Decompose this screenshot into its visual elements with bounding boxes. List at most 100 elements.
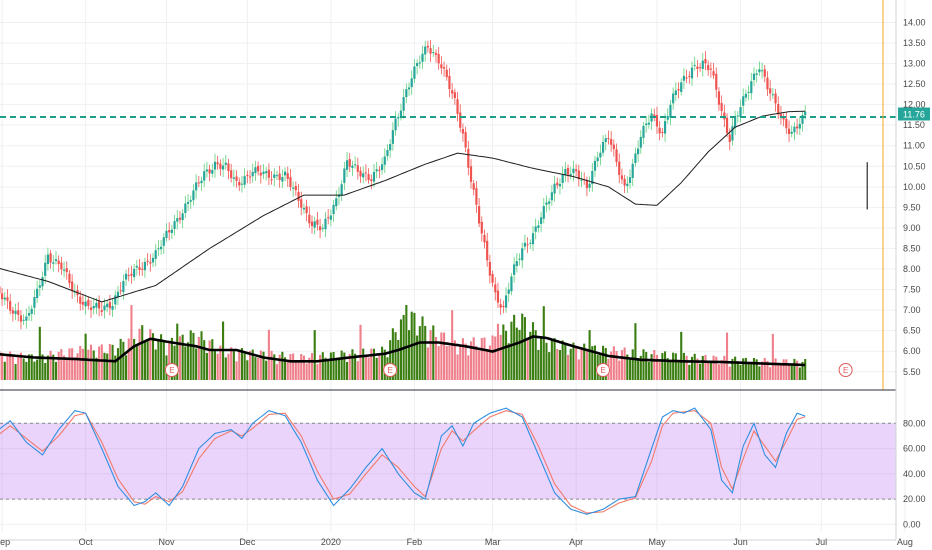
candle-body: [453, 92, 456, 98]
candle-body: [165, 230, 168, 239]
price-tick-label: 13.00: [903, 59, 926, 69]
price-tick-label: 11.50: [903, 120, 925, 130]
volume-bar: [143, 340, 146, 380]
volume-bar: [248, 350, 252, 380]
volume-bar: [275, 364, 279, 380]
volume-bar: [308, 357, 311, 380]
volume-bar: [130, 305, 133, 380]
volume-bar: [472, 337, 475, 380]
candle-body: [151, 257, 155, 263]
candle-body: [205, 169, 209, 172]
volume-bar: [235, 361, 238, 380]
volume-bar: [639, 355, 642, 380]
volume-bar: [17, 355, 20, 380]
candle-body: [345, 160, 349, 170]
volume-bar: [116, 348, 120, 380]
candle-body: [790, 131, 793, 134]
candle-body: [17, 310, 20, 315]
volume-bar: [777, 363, 780, 380]
volume-bar: [65, 357, 68, 380]
volume-bar: [480, 338, 483, 380]
candle-body: [84, 301, 87, 307]
last-price-background: [898, 107, 930, 121]
volume-bar: [650, 354, 653, 380]
candle-body: [270, 179, 273, 181]
volume-bar: [798, 367, 801, 380]
candle-body: [33, 296, 36, 308]
volume-bar: [672, 352, 675, 380]
candle-body: [663, 121, 667, 134]
candle-body: [383, 156, 386, 165]
candle-body: [680, 82, 683, 92]
volume-bar: [329, 352, 332, 380]
volume-bar: [661, 353, 664, 380]
volume-bar: [192, 332, 195, 380]
volume-bar: [389, 340, 392, 380]
candle-body: [469, 166, 473, 182]
candlesticks: [0, 40, 807, 330]
time-tick-label: Oct: [79, 537, 94, 547]
candle-body: [57, 260, 60, 265]
volume-bar: [453, 340, 456, 380]
volume-bar: [655, 354, 659, 380]
candle-body: [548, 201, 551, 204]
volume-bar: [14, 363, 17, 380]
candle-body: [262, 171, 265, 175]
volume-bar: [715, 356, 718, 380]
volume-bar: [356, 361, 359, 380]
volume-bar: [467, 355, 470, 380]
candle-body: [801, 115, 804, 124]
volume-bar: [178, 336, 182, 380]
candle-body: [30, 308, 33, 314]
volume-bar: [25, 361, 28, 380]
volume-bar: [267, 329, 270, 380]
candle-body: [89, 307, 93, 311]
volume-bar: [690, 356, 694, 380]
volume-bar: [327, 360, 330, 380]
candle-body: [432, 52, 435, 54]
candle-body: [162, 237, 165, 246]
candle-body: [170, 229, 173, 234]
volume-bar: [19, 352, 22, 380]
candle-body: [316, 219, 319, 225]
volume-bar: [38, 326, 41, 380]
volume-bar: [119, 338, 122, 380]
earnings-marker-circle: [596, 363, 611, 377]
volume-bar: [688, 364, 691, 380]
volume-bar: [677, 361, 680, 380]
candle-body: [305, 206, 308, 214]
candle-body: [343, 168, 346, 183]
volume-bar: [195, 348, 198, 380]
candle-body: [289, 177, 292, 188]
candle-body: [25, 316, 28, 321]
osc-tick-label: 60.00: [903, 444, 926, 454]
volume-bar: [181, 334, 184, 380]
volume-bar: [488, 345, 491, 380]
candle-body: [669, 104, 672, 118]
candle-body: [798, 123, 801, 129]
volume-bar: [585, 350, 588, 380]
candle-body: [787, 128, 791, 135]
volume-bar: [362, 348, 365, 380]
volume-bar: [779, 365, 782, 380]
volume-bar: [246, 360, 249, 380]
candle-body: [558, 183, 562, 187]
candle-body: [785, 118, 788, 129]
volume-bar: [281, 351, 284, 380]
candle-body: [521, 248, 524, 261]
candle-body: [98, 301, 101, 309]
candle-body: [9, 301, 12, 311]
candle-body: [138, 267, 141, 271]
candle-body: [709, 68, 712, 70]
candle-body: [386, 150, 389, 157]
candle-body: [14, 310, 17, 315]
candle-body: [526, 244, 529, 246]
candle-body: [507, 289, 510, 294]
volume-bar: [216, 353, 219, 380]
candle-body: [610, 139, 613, 145]
candle-body: [502, 305, 505, 307]
candle-body: [38, 285, 41, 288]
volume-bar: [682, 352, 685, 380]
volume-bar: [637, 358, 640, 380]
volume-bar: [106, 353, 109, 380]
